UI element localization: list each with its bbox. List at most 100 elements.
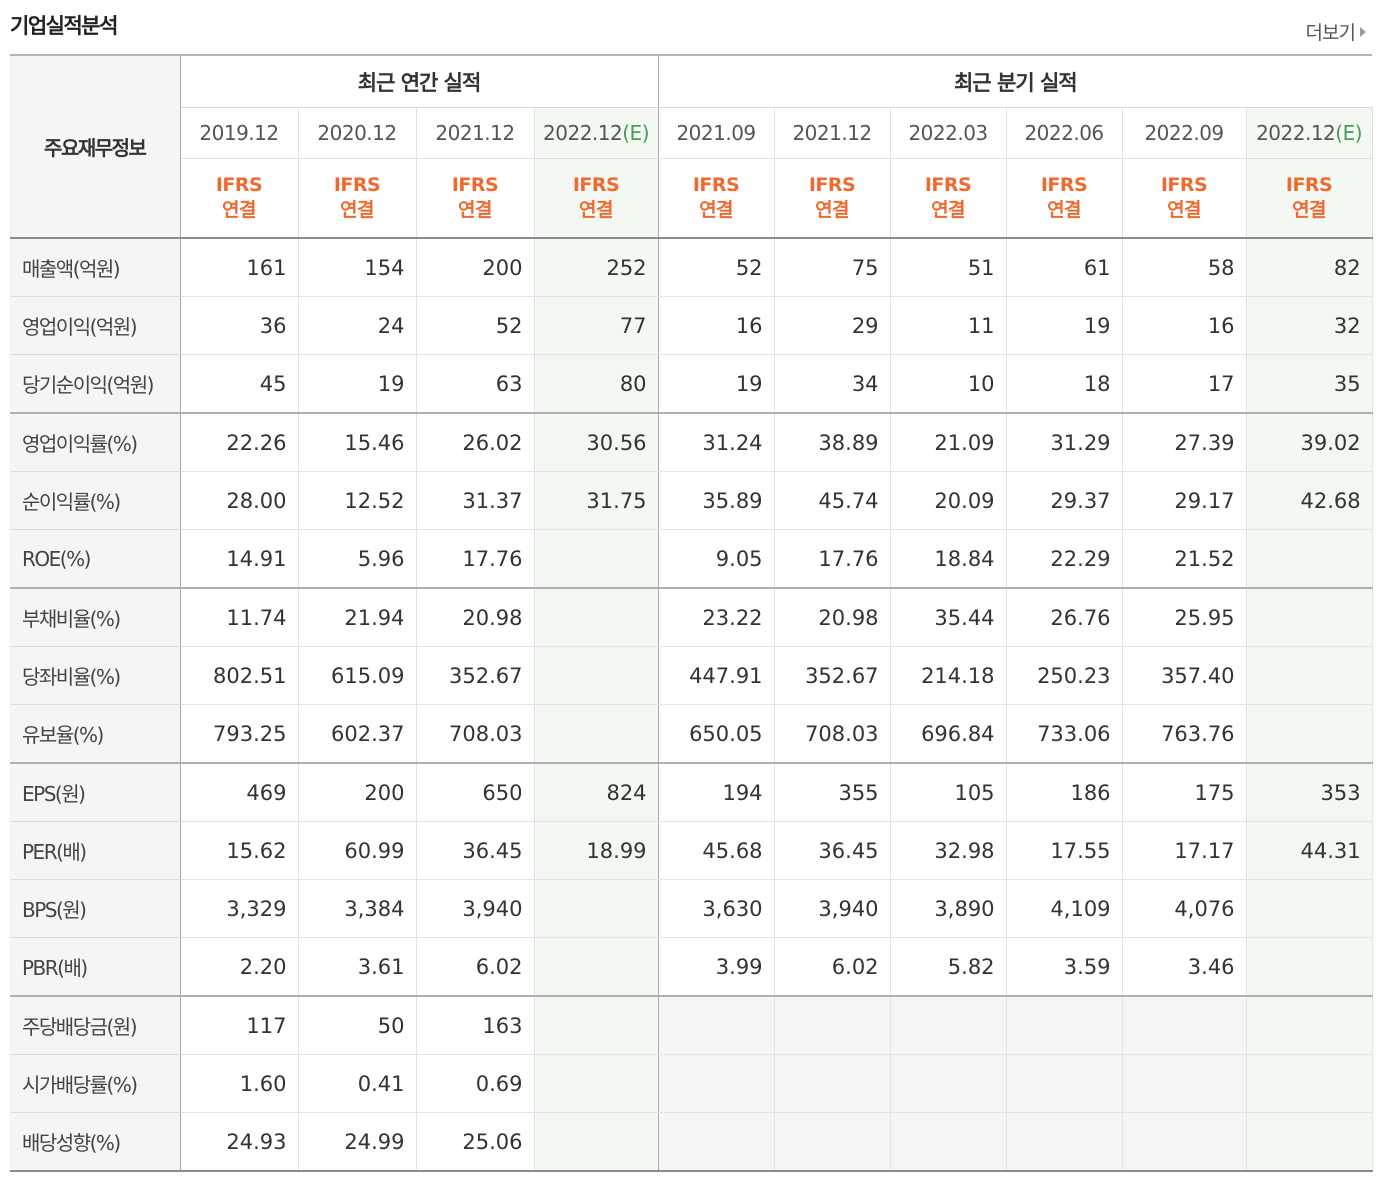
table-cell: 32.98 — [890, 821, 1007, 880]
table-row: PBR(배) 2.20 3.61 6.02 3.99 6.02 5.82 3.59 3.46 — [10, 937, 1373, 997]
table-cell: 19 — [658, 354, 775, 414]
consolidated-label: 연결 — [931, 199, 966, 221]
period-header: 2020.12 — [298, 107, 417, 159]
table-cell: 650 — [416, 763, 535, 822]
table-cell: 11 — [890, 296, 1007, 355]
table-cell: 32 — [1246, 296, 1373, 355]
table-cell: 26.02 — [416, 413, 535, 472]
table-cell — [890, 1112, 1007, 1172]
table-cell: 353 — [1246, 763, 1373, 822]
table-cell — [1006, 1054, 1123, 1113]
table-cell: 10 — [890, 354, 1007, 414]
quarter-group-header: 최근 분기 실적 — [658, 54, 1373, 108]
table-cell: 447.91 — [658, 646, 775, 705]
table-cell — [534, 646, 659, 705]
table-cell: 29 — [774, 296, 891, 355]
table-cell — [1246, 1112, 1373, 1172]
row-label: PER(배) — [10, 821, 181, 880]
table-cell — [658, 996, 775, 1055]
table-cell: 6.02 — [416, 937, 535, 997]
table-cell: 175 — [1122, 763, 1247, 822]
table-cell: 250.23 — [1006, 646, 1123, 705]
table-cell: 63 — [416, 354, 535, 414]
table-cell: 35.44 — [890, 588, 1007, 647]
table-row: 매출액(억원) 161 154 200 252 52 75 51 61 58 82 — [10, 238, 1373, 297]
section-header: 기업실적분석 더보기 — [10, 0, 1372, 48]
table-cell: 733.06 — [1006, 704, 1123, 764]
table-cell: 802.51 — [180, 646, 299, 705]
table-cell — [1122, 1054, 1247, 1113]
table-cell: 11.74 — [180, 588, 299, 647]
table-cell: 763.76 — [1122, 704, 1247, 764]
table-cell: 355 — [774, 763, 891, 822]
table-cell: 3.99 — [658, 937, 775, 997]
table-cell — [658, 1112, 775, 1172]
table-cell: 17.76 — [416, 529, 535, 589]
estimate-marker: (E) — [622, 121, 649, 145]
ifrs-label: IFRS — [924, 174, 972, 196]
table-cell: 21.52 — [1122, 529, 1247, 589]
table-cell: 61 — [1006, 238, 1123, 297]
table-cell: 824 — [534, 763, 659, 822]
corner-label: 주요재무정보 — [10, 54, 181, 239]
row-label: EPS(원) — [10, 763, 181, 822]
arrow-right-icon — [1360, 27, 1366, 37]
table-cell — [1246, 879, 1373, 938]
table-cell: 163 — [416, 996, 535, 1055]
table-cell: 3.61 — [298, 937, 417, 997]
ifrs-label: IFRS — [1040, 174, 1088, 196]
row-label: 당기순이익(억원) — [10, 354, 181, 414]
table-cell: 4,109 — [1006, 879, 1123, 938]
table-cell: 36.45 — [774, 821, 891, 880]
table-cell — [534, 1112, 659, 1172]
ifrs-badge: IFRS 연결 — [890, 158, 1007, 239]
table-cell: 27.39 — [1122, 413, 1247, 472]
table-cell: 650.05 — [658, 704, 775, 764]
row-label: 당좌비율(%) — [10, 646, 181, 705]
period-date: 2019.12 — [199, 121, 279, 145]
table-cell: 352.67 — [416, 646, 535, 705]
table-cell: 20.09 — [890, 471, 1007, 530]
table-cell: 50 — [298, 996, 417, 1055]
table-row: 순이익률(%) 28.00 12.52 31.37 31.75 35.89 45.74 20.… — [10, 471, 1373, 530]
period-date: 2021.12 — [435, 121, 515, 145]
row-label: 영업이익(억원) — [10, 296, 181, 355]
table-cell — [1246, 704, 1373, 764]
table-cell: 34 — [774, 354, 891, 414]
table-cell: 6.02 — [774, 937, 891, 997]
consolidated-label: 연결 — [1292, 199, 1327, 221]
ifrs-badge: IFRS 연결 — [534, 158, 659, 239]
table-cell — [534, 1054, 659, 1113]
annual-group-header: 최근 연간 실적 — [180, 54, 659, 108]
table-cell: 15.46 — [298, 413, 417, 472]
period-header: 2019.12 — [180, 107, 299, 159]
table-cell: 44.31 — [1246, 821, 1373, 880]
table-cell: 52 — [416, 296, 535, 355]
period-date: 2021.12 — [792, 121, 872, 145]
more-link[interactable]: 더보기 — [1306, 18, 1366, 45]
table-cell — [534, 588, 659, 647]
table-row: ROE(%) 14.91 5.96 17.76 9.05 17.76 18.84 22.29 2… — [10, 529, 1373, 589]
table-cell — [1122, 996, 1247, 1055]
table-cell: 194 — [658, 763, 775, 822]
table-cell: 15.62 — [180, 821, 299, 880]
table-cell: 12.52 — [298, 471, 417, 530]
table-cell: 18.99 — [534, 821, 659, 880]
table-cell: 17 — [1122, 354, 1247, 414]
table-cell: 252 — [534, 238, 659, 297]
table-row: EPS(원) 469 200 650 824 194 355 105 186 175 353 — [10, 763, 1373, 822]
table-cell: 80 — [534, 354, 659, 414]
table-cell — [1246, 588, 1373, 647]
table-cell: 36.45 — [416, 821, 535, 880]
table-cell — [534, 996, 659, 1055]
ifrs-label: IFRS — [1160, 174, 1208, 196]
table-cell: 22.29 — [1006, 529, 1123, 589]
table-cell: 4,076 — [1122, 879, 1247, 938]
table-row: 유보율(%) 793.25 602.37 708.03 650.05 708.03 696.… — [10, 704, 1373, 764]
table-cell — [890, 1054, 1007, 1113]
table-cell: 154 — [298, 238, 417, 297]
table-cell: 1.60 — [180, 1054, 299, 1113]
table-cell: 20.98 — [416, 588, 535, 647]
table-cell: 31.75 — [534, 471, 659, 530]
table-row: BPS(원) 3,329 3,384 3,940 3,630 3,940 3,890 4,10… — [10, 879, 1373, 938]
